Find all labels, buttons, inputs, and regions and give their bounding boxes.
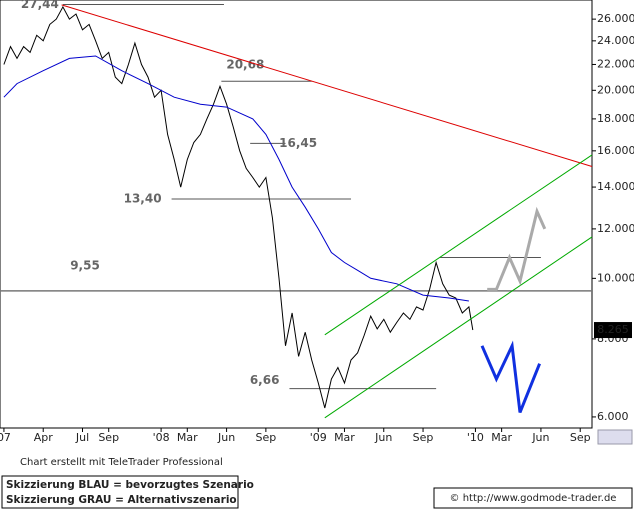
x-tick-label: Sep xyxy=(256,431,277,444)
y-tick-label: 20.000 xyxy=(597,83,634,96)
y-tick-label: 22.000 xyxy=(597,57,634,70)
x-tick-label: Mar xyxy=(334,431,355,444)
x-tick-label: '08 xyxy=(153,431,170,444)
y-tick-label: 16.000 xyxy=(597,144,634,157)
x-tick-label: Apr xyxy=(34,431,54,444)
level-label: 20,68 xyxy=(226,58,264,72)
x-tick-label: '09 xyxy=(310,431,327,444)
x-tick-label: Sep xyxy=(413,431,434,444)
moving-average xyxy=(3,55,469,302)
scenario-line xyxy=(480,340,541,413)
last-value-box xyxy=(594,322,632,339)
legend-line: Skizzierung GRAU = Alternativszenario xyxy=(6,494,237,506)
trend-line xyxy=(324,154,593,336)
source-box xyxy=(433,487,633,509)
y-tick-label: 10.000 xyxy=(597,271,634,284)
source: © http://www.godmode-trader.de xyxy=(450,493,617,504)
y-tick-label: 6.000 xyxy=(597,410,629,423)
x-tick-label: 07 xyxy=(0,431,11,444)
x-tick-label: Mar xyxy=(491,431,512,444)
y-tick-label: 26.000 xyxy=(597,12,634,25)
x-tick-label: '10 xyxy=(467,431,484,444)
legend-box xyxy=(1,475,239,509)
price-line xyxy=(3,5,474,409)
trend-line xyxy=(61,4,593,167)
x-tick-label: Mar xyxy=(177,431,198,444)
corner-icon xyxy=(597,429,633,445)
y-tick-label: 12.000 xyxy=(597,222,634,235)
level-label: 13,40 xyxy=(124,191,162,205)
level-label: 16,45 xyxy=(279,136,317,150)
legend-line: Skizzierung BLAU = bevorzugtes Szenario xyxy=(6,479,254,491)
x-tick-label: Jun xyxy=(217,431,235,444)
level-label: 27,44 xyxy=(21,0,59,11)
y-tick-label: 18.000 xyxy=(597,112,634,125)
plot-area xyxy=(0,0,593,429)
level-label: 6,66 xyxy=(250,373,280,387)
x-tick-label: Sep xyxy=(98,431,119,444)
x-tick-label: Sep xyxy=(570,431,591,444)
last-value-label: 8.265 xyxy=(597,323,629,336)
y-tick-label: 24.000 xyxy=(597,34,634,47)
credit: Chart erstellt mit TeleTrader Profession… xyxy=(20,457,223,468)
level-label: 9,55 xyxy=(70,258,100,272)
x-tick-label: Jul xyxy=(75,431,89,444)
y-tick-label: 14.000 xyxy=(597,180,634,193)
trend-line xyxy=(324,236,593,419)
x-tick-label: Jun xyxy=(374,431,392,444)
scenario-line xyxy=(487,206,547,291)
x-tick-label: Jun xyxy=(531,431,549,444)
